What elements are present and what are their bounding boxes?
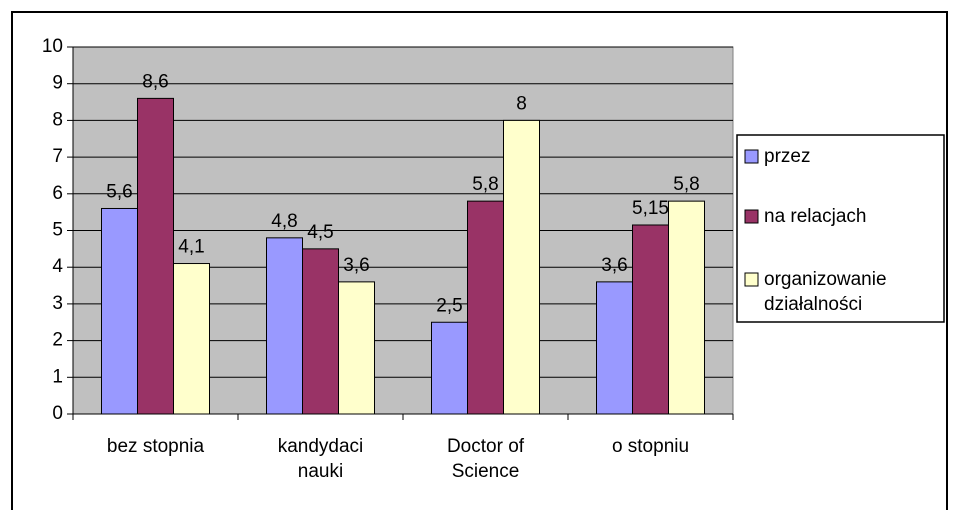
data-label: 8 — [516, 93, 527, 114]
data-label: 5,8 — [673, 174, 699, 195]
legend-label: przez — [764, 146, 811, 167]
bar — [137, 97, 174, 415]
data-label: 3,6 — [601, 255, 627, 276]
y-tick-label: 7 — [52, 146, 63, 167]
bar — [596, 281, 633, 415]
bar — [668, 200, 705, 415]
data-label: 4,5 — [307, 222, 333, 243]
data-label: 5,6 — [106, 181, 132, 202]
bar — [173, 263, 210, 415]
data-label: 5,15 — [632, 198, 669, 219]
data-label: 4,8 — [271, 211, 297, 232]
x-tick-label: o stopniu — [611, 436, 690, 457]
legend-swatch — [744, 272, 759, 287]
y-tick-label: 5 — [52, 220, 63, 241]
bar — [632, 224, 669, 415]
data-label: 8,6 — [142, 71, 168, 92]
x-tick-label: kandydaci nauki — [277, 436, 364, 482]
y-tick-label: 1 — [52, 366, 63, 387]
legend-label: na relacjach — [764, 206, 867, 227]
bar — [266, 237, 303, 415]
y-tick-label: 0 — [52, 403, 63, 424]
y-tick-label: 9 — [52, 73, 63, 94]
bar — [101, 207, 138, 415]
bar — [338, 281, 375, 415]
legend-box — [736, 134, 945, 323]
bar — [431, 321, 468, 415]
y-tick-label: 4 — [52, 256, 63, 277]
data-label: 5,8 — [472, 174, 498, 195]
y-tick-label: 3 — [52, 293, 63, 314]
data-label: 2,5 — [436, 295, 462, 316]
legend-swatch — [744, 149, 759, 164]
y-tick-label: 10 — [42, 36, 63, 57]
bar — [302, 248, 339, 415]
legend-label: organizowanie działalności — [764, 269, 887, 315]
bar — [503, 119, 540, 415]
legend-swatch — [744, 209, 759, 224]
data-label: 4,1 — [178, 237, 204, 258]
y-tick-label: 8 — [52, 109, 63, 130]
bar — [467, 200, 504, 415]
x-tick-label: Doctor of Science — [446, 436, 525, 482]
x-tick-label: bez stopnia — [106, 436, 205, 457]
y-tick-label: 2 — [52, 330, 63, 351]
data-label: 3,6 — [343, 255, 369, 276]
y-tick-label: 6 — [52, 183, 63, 204]
